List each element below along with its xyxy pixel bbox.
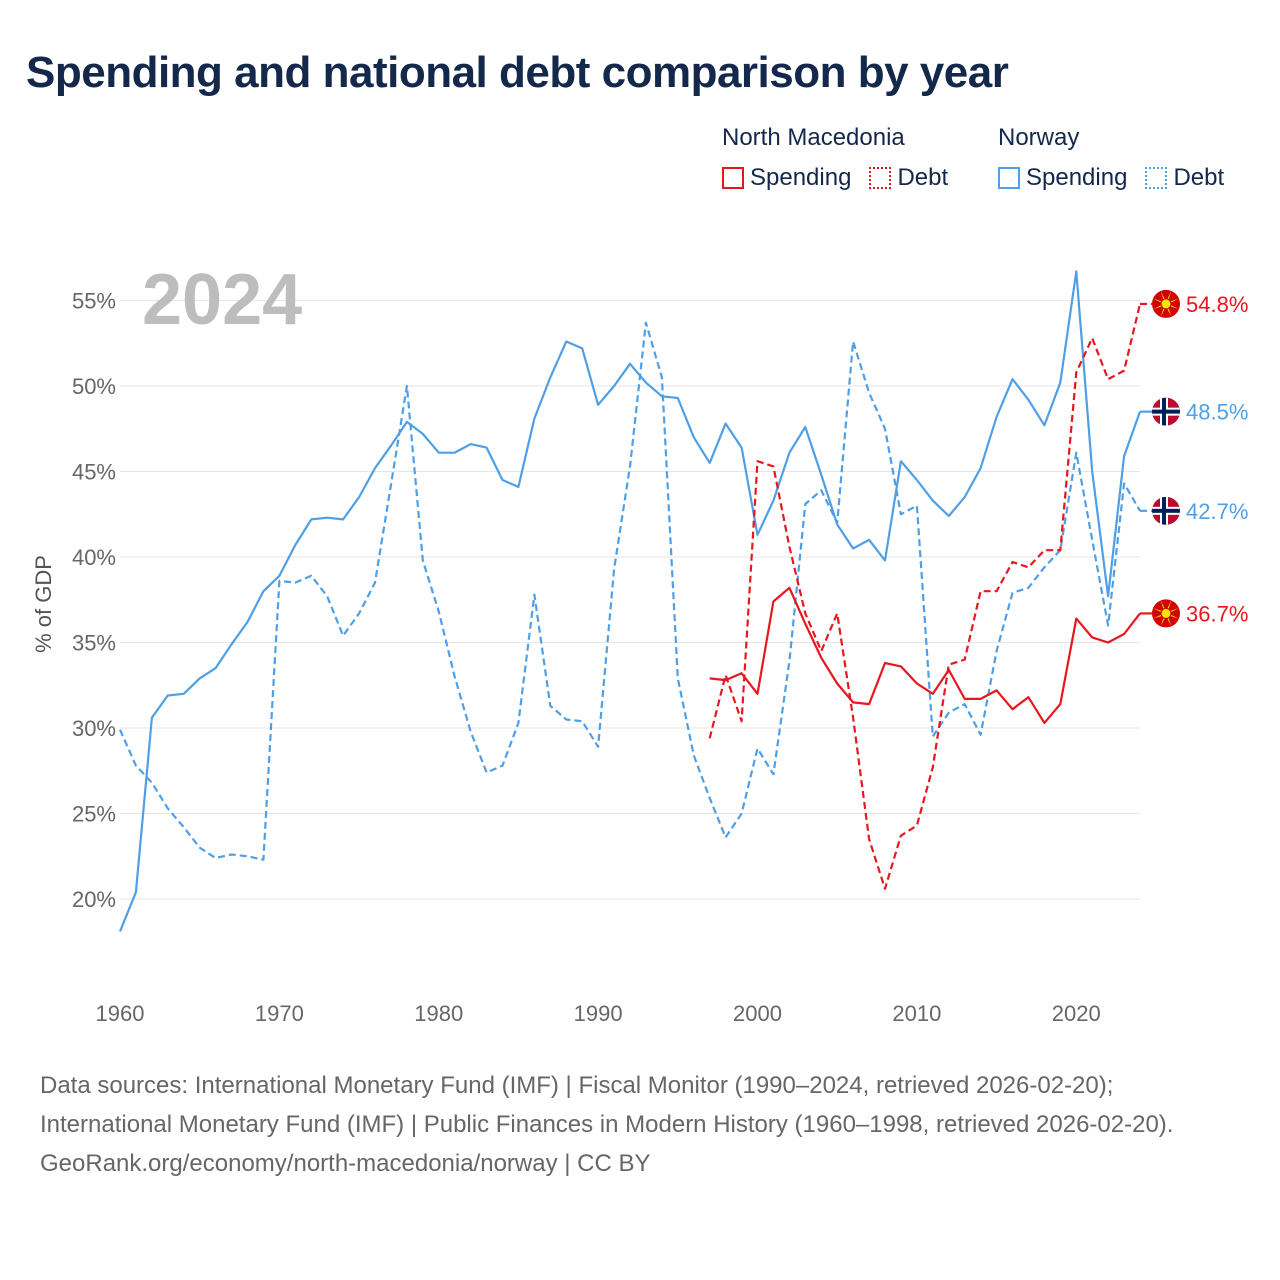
legend-item-label: Debt (1173, 164, 1225, 191)
gridlines (120, 300, 1140, 900)
flag-clip (1152, 397, 1180, 426)
x-tick-label: 1960 (96, 1001, 145, 1026)
flag-ray (1169, 614, 1179, 619)
x-tick-label: 1970 (255, 1001, 304, 1026)
flag-ray (1160, 307, 1166, 317)
x-tick-label: 2020 (1052, 1001, 1101, 1026)
footer: Data sources: International Monetary Fun… (40, 1066, 1240, 1183)
legend-item-label: Spending (750, 164, 852, 191)
series-lines (118, 270, 1142, 932)
y-tick-label: 50% (72, 374, 116, 399)
y-axis-label: % of GDP (31, 555, 56, 653)
legend-swatch-solid (998, 167, 1020, 189)
flag-ray (1166, 616, 1172, 627)
flag-ray (1169, 608, 1179, 613)
norway-flag-icon (1152, 397, 1180, 426)
end-value-label: 54.8% (1186, 292, 1248, 317)
legend-item-label: Debt (897, 164, 949, 191)
legend-swatch-dotted (1145, 167, 1168, 189)
legend-north-macedonia: North Macedonia Spending Debt (722, 122, 948, 192)
flag-ray (1160, 290, 1166, 301)
data-sources: Data sources: International Monetary Fun… (40, 1072, 1174, 1138)
flag-ray (1166, 307, 1172, 317)
end-value-label: 42.7% (1186, 499, 1248, 524)
legend-item-label: Spending (1026, 164, 1128, 191)
legend-item-no-debt[interactable]: Debt (1145, 164, 1224, 192)
x-axis: 1960 1970 1980 1990 2000 2010 2020 (96, 1001, 1101, 1026)
end-value-label: 48.5% (1186, 400, 1248, 425)
flag-ray (1166, 600, 1172, 611)
y-tick-label: 30% (72, 716, 116, 741)
flag-ray (1153, 304, 1163, 310)
flag-ray (1153, 608, 1163, 613)
flag-ray (1153, 614, 1163, 619)
north-macedonia-flag-icon (1152, 599, 1180, 628)
flag-clip (1152, 496, 1180, 525)
flag-ray (1169, 304, 1179, 310)
end-value-label: 36.7% (1186, 601, 1248, 626)
y-tick-label: 40% (72, 545, 116, 570)
flag-ray (1153, 298, 1163, 304)
legend-item-nm-spending[interactable]: Spending (722, 164, 851, 192)
y-tick-label: 55% (72, 289, 116, 314)
flag-cross-v-inner (1162, 397, 1166, 426)
flag-ray (1160, 600, 1166, 611)
x-tick-label: 1980 (414, 1001, 463, 1026)
legend-group-title: Norway (998, 124, 1080, 151)
flag-ray (1160, 616, 1166, 627)
series-line-norway-spending (118, 270, 1142, 932)
y-tick-label: 25% (72, 802, 116, 827)
flag-sun (1160, 607, 1172, 619)
page-title: Spending and national debt comparison by… (26, 48, 1009, 97)
chart: 20% 25% 30% 35% 40% 45% 50% 55% 1960 1970 1980 199… (31, 260, 1248, 1026)
legend-norway: Norway Spending Debt (998, 122, 1224, 192)
north-macedonia-flag-icon (1152, 289, 1180, 318)
x-tick-label: 1990 (574, 1001, 623, 1026)
year-watermark: 2024 (142, 260, 302, 340)
credit-link[interactable]: GeoRank.org/economy/north-macedonia/norw… (40, 1150, 651, 1177)
flag-ray (1169, 298, 1179, 304)
series-line-north-macedonia-spending (709, 586, 1141, 725)
flag-cross-v-inner (1162, 496, 1166, 525)
flag-ray (1166, 290, 1172, 301)
legend-item-nm-debt[interactable]: Debt (869, 164, 948, 192)
flag-sun (1160, 298, 1172, 310)
series-line-norway-debt (118, 321, 1141, 861)
legend-swatch-solid (722, 167, 744, 189)
x-tick-label: 2000 (733, 1001, 782, 1026)
x-tick-label: 2010 (892, 1001, 941, 1026)
end-labels: 48.5% 42.7% 36.7% 54.8% (1140, 289, 1248, 628)
y-tick-label: 45% (72, 460, 116, 485)
y-axis: 20% 25% 30% 35% 40% 45% 50% 55% (72, 289, 116, 913)
norway-flag-icon (1152, 496, 1180, 525)
series-line-north-macedonia-debt (708, 303, 1142, 890)
legend-swatch-dotted (869, 167, 892, 189)
legend-group-title: North Macedonia (722, 124, 905, 151)
legend-item-no-spending[interactable]: Spending (998, 164, 1127, 192)
y-tick-label: 35% (72, 631, 116, 656)
y-tick-label: 20% (72, 887, 116, 912)
